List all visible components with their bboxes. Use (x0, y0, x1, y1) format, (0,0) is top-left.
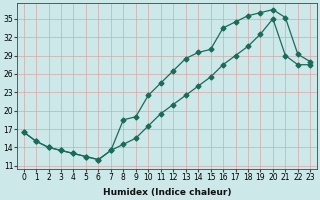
X-axis label: Humidex (Indice chaleur): Humidex (Indice chaleur) (103, 188, 231, 197)
